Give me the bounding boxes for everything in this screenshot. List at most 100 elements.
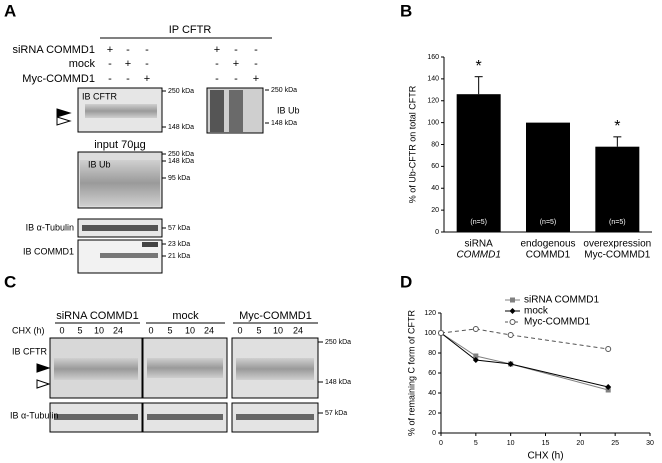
time-label: 5	[256, 325, 261, 335]
sign: -	[145, 44, 149, 56]
legend-label: siRNA COMMD1	[524, 295, 599, 306]
time-label: 24	[113, 325, 123, 335]
time-label: 10	[273, 325, 283, 335]
legend-label: mock	[524, 306, 549, 317]
sign: +	[253, 73, 259, 85]
blot-label: IB α-Tubulin	[10, 410, 58, 420]
y-axis-label: % of remaining C form of CFTR	[406, 309, 416, 436]
sign: -	[145, 58, 149, 70]
kda-marker: 148 kDa	[168, 158, 194, 165]
significance: *	[476, 58, 482, 75]
time-label: 24	[204, 325, 214, 335]
time-label: 0	[59, 325, 64, 335]
group-label: Myc-COMMD1	[239, 310, 312, 322]
y-tick-label: 0	[432, 430, 436, 437]
row-label: Myc-COMMD1	[22, 73, 95, 85]
kda-marker: 148 kDa	[168, 124, 194, 131]
y-axis-label: % of Ub-CFTR on total CFTR	[407, 85, 417, 203]
y-tick-label: 20	[431, 207, 439, 214]
kda-marker: 250 kDa	[271, 87, 297, 94]
y-tick-label: 80	[428, 350, 436, 357]
sign: -	[215, 73, 219, 85]
sign: -	[126, 73, 130, 85]
legend-marker	[509, 319, 516, 325]
sign: -	[215, 58, 219, 70]
kda-marker: 21 kDa	[168, 253, 190, 260]
time-label: 10	[94, 325, 104, 335]
panel-label: A	[4, 1, 16, 20]
x-axis-label: CHX (h)	[527, 451, 563, 462]
series-line	[440, 328, 609, 350]
sign: +	[214, 44, 220, 56]
blot-images	[36, 37, 319, 433]
y-tick-label: 40	[428, 390, 436, 397]
sign: -	[108, 73, 112, 85]
x-tick-label: 25	[611, 440, 619, 447]
significance: *	[614, 118, 620, 135]
point	[507, 361, 514, 367]
bar	[595, 146, 640, 232]
header: IP CFTR	[169, 24, 212, 36]
point	[472, 357, 479, 363]
kda-marker: 23 kDa	[168, 241, 190, 248]
sign: +	[233, 58, 239, 70]
y-tick-label: 40	[431, 185, 439, 192]
y-tick-label: 120	[424, 310, 436, 317]
sign: +	[144, 73, 150, 85]
sign: +	[107, 44, 113, 56]
y-tick-label: 100	[427, 119, 439, 126]
series-line	[440, 332, 609, 391]
y-tick-label: 80	[431, 141, 439, 148]
x-tick-label: 5	[474, 440, 478, 447]
x-tick-label: 30	[646, 440, 654, 447]
sign: -	[254, 44, 258, 56]
sign: -	[126, 44, 130, 56]
point	[507, 332, 514, 338]
kda-marker: 57 kDa	[325, 410, 347, 417]
kda-marker: 95 kDa	[168, 175, 190, 182]
blot-label: IB Ub	[88, 159, 111, 169]
kda-marker: 57 kDa	[168, 225, 190, 232]
y-tick-label: 60	[428, 370, 436, 377]
blot-label: IB CFTR	[82, 91, 117, 101]
point	[438, 330, 444, 336]
group-label: siRNA COMMD1	[56, 310, 139, 322]
x-tick-label: overexpression	[583, 239, 651, 250]
sign: -	[254, 58, 258, 70]
legend-label: Myc-COMMD1	[524, 317, 591, 328]
series-line	[440, 332, 609, 388]
x-tick-label: endogenous	[520, 239, 575, 250]
sign: +	[125, 58, 131, 70]
x-tick-label: COMMD1	[526, 250, 571, 261]
point	[605, 384, 612, 390]
bar	[456, 94, 501, 232]
kda-marker: 250 kDa	[168, 88, 194, 95]
sign: -	[234, 44, 238, 56]
kda-marker: 250 kDa	[325, 339, 351, 346]
time-label: 5	[77, 325, 82, 335]
kda-marker: 148 kDa	[325, 379, 351, 386]
x-tick-label: 0	[439, 440, 443, 447]
point	[472, 326, 479, 332]
y-tick-label: 20	[428, 410, 436, 417]
x-tick-label: 20	[576, 440, 584, 447]
point	[473, 353, 479, 359]
panel-label: B	[400, 1, 412, 20]
blot-label: IB CFTR	[12, 346, 47, 356]
time-label: 0	[148, 325, 153, 335]
panel-label: C	[4, 272, 16, 291]
x-tick-label: 15	[542, 440, 550, 447]
n-label: (n=5)	[470, 219, 487, 226]
time-label: 24	[293, 325, 303, 335]
y-tick-label: 0	[435, 229, 439, 236]
legend-marker	[509, 308, 516, 314]
blot-label: IB COMMD1	[23, 246, 74, 256]
row-label: mock	[69, 58, 96, 70]
time-label: 10	[185, 325, 195, 335]
x-tick-label: COMMD1	[456, 250, 500, 261]
y-tick-label: 160	[427, 54, 439, 61]
x-tick-label: Myc-COMMD1	[584, 250, 651, 261]
group-label: mock	[172, 310, 199, 322]
x-tick-label: 10	[507, 440, 515, 447]
